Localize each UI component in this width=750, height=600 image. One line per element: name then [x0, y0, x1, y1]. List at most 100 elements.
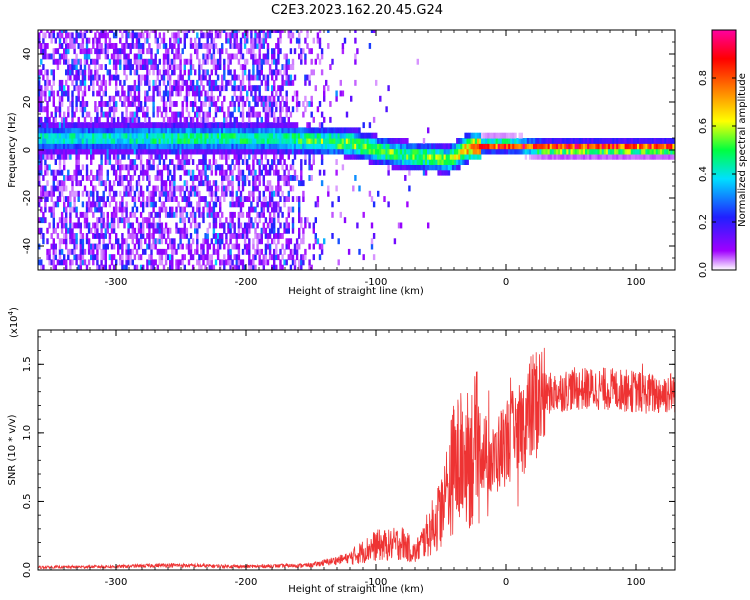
heatmap-cell [497, 138, 501, 144]
heatmap-cell [320, 122, 324, 129]
heatmap-cell [160, 190, 164, 197]
heatmap-cell [476, 143, 480, 150]
heatmap-cell [94, 201, 97, 208]
heatmap-cell [94, 127, 97, 134]
heatmap-cell [254, 127, 257, 134]
heatmap-cell [137, 64, 141, 70]
heatmap-cell [119, 122, 122, 129]
x-tick-label: 100 [626, 577, 645, 588]
heatmap-cell [110, 95, 114, 102]
heatmap-cell [112, 169, 116, 176]
heatmap-cell [279, 264, 282, 270]
heatmap-cell [202, 169, 205, 176]
heatmap-cell [235, 254, 238, 261]
heatmap-cell [458, 148, 461, 155]
heatmap-cell [187, 111, 191, 118]
heatmap-cell [90, 153, 93, 160]
heatmap-cell [77, 196, 80, 202]
heatmap-cell [183, 196, 186, 202]
heatmap-cell [164, 248, 168, 255]
heatmap-cell [158, 79, 161, 86]
heatmap-cell [121, 122, 124, 129]
heatmap-cell [110, 227, 114, 234]
heatmap-cell [258, 164, 261, 171]
heatmap-cell [206, 148, 209, 155]
heatmap-cell [260, 169, 263, 176]
heatmap-cell [210, 37, 213, 44]
heatmap-cell [150, 153, 153, 160]
heatmap-cell [137, 32, 141, 39]
heatmap-cell [187, 243, 191, 250]
heatmap-cell [250, 132, 253, 139]
heatmap-cell [131, 132, 134, 139]
heatmap-cell [227, 127, 230, 134]
heatmap-cell [100, 127, 103, 134]
heatmap-cell [63, 111, 66, 118]
heatmap-cell [187, 85, 191, 92]
heatmap-cell [271, 122, 274, 129]
heatmap-cell [189, 69, 193, 76]
heatmap-cell [179, 64, 182, 70]
heatmap-cell [173, 58, 176, 65]
heatmap-cell [200, 169, 203, 176]
heatmap-cell [212, 132, 216, 139]
heatmap-cell [614, 143, 617, 150]
y-tick-label: 0 [22, 147, 33, 153]
heatmap-cell [381, 159, 384, 165]
heatmap-cell [210, 254, 213, 261]
heatmap-cell [106, 243, 109, 250]
heatmap-cell [117, 143, 120, 150]
heatmap-cell [397, 138, 401, 144]
heatmap-cell [300, 53, 303, 60]
heatmap-cell [104, 127, 107, 134]
heatmap-cell [44, 95, 47, 102]
heatmap-cell [279, 196, 282, 202]
heatmap-cell [208, 30, 211, 33]
heatmap-cell [389, 148, 392, 155]
heatmap-cell [115, 48, 118, 55]
heatmap-cell [40, 264, 43, 270]
heatmap-cell [204, 58, 207, 65]
heatmap-cell [352, 153, 355, 160]
heatmap-cell [106, 196, 109, 202]
heatmap-cell [50, 169, 53, 176]
heatmap-cell [560, 143, 563, 150]
heatmap-cell [83, 106, 87, 113]
heatmap-cell [75, 238, 78, 245]
heatmap-cell [65, 148, 68, 155]
heatmap-cell [46, 43, 49, 49]
heatmap-cell [302, 132, 305, 139]
heatmap-cell [210, 122, 213, 129]
heatmap-cell [314, 238, 317, 245]
heatmap-cell [119, 64, 122, 70]
heatmap-cell [83, 101, 87, 107]
heatmap-cell [133, 169, 137, 176]
heatmap-cell [266, 43, 270, 49]
heatmap-cell [366, 153, 369, 160]
heatmap-cell [231, 85, 234, 92]
heatmap-cell [229, 79, 232, 86]
heatmap-cell [501, 143, 505, 150]
heatmap-cell [637, 143, 640, 150]
heatmap-cell [229, 254, 232, 261]
heatmap-cell [279, 116, 282, 123]
heatmap-cell [52, 190, 55, 197]
heatmap-cell [258, 196, 261, 202]
heatmap-cell [125, 37, 128, 44]
heatmap-cell [202, 116, 205, 123]
heatmap-cell [173, 43, 176, 49]
heatmap-cell [156, 148, 159, 155]
heatmap-cell [275, 264, 278, 270]
heatmap-cell [73, 222, 76, 229]
heatmap-cell [223, 30, 226, 33]
heatmap-cell [580, 143, 584, 150]
heatmap-cell [266, 58, 270, 65]
heatmap-cell [285, 164, 288, 171]
heatmap-cell [379, 148, 382, 155]
heatmap-cell [302, 138, 305, 144]
heatmap-cell [277, 95, 280, 102]
heatmap-cell [233, 101, 236, 107]
heatmap-cell [605, 143, 609, 150]
heatmap-cell [304, 248, 307, 255]
heatmap-cell [308, 48, 311, 55]
